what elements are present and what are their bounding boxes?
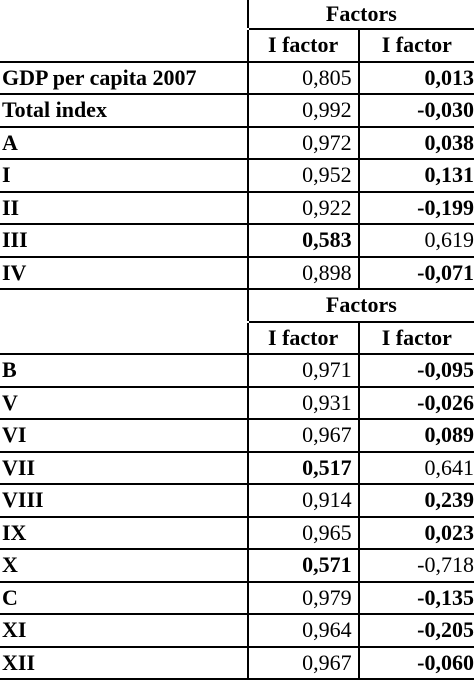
loading-factor-1: 0,931	[246, 386, 359, 420]
row-label: VIII	[0, 484, 248, 518]
table-row: Total index 0,992 -0,030	[0, 94, 474, 128]
table-row: VII 0,517 0,641	[0, 451, 474, 485]
loading-factor-1: 0,992	[246, 94, 359, 128]
loading-factor-2: -0,199	[357, 191, 474, 225]
group-header-row: Factors	[0, 289, 474, 323]
table-row: C 0,979 -0,135	[0, 581, 474, 615]
table-row: I 0,952 0,131	[0, 159, 474, 193]
blank-header-cell	[0, 0, 248, 29]
loading-factor-1: 0,583	[246, 224, 359, 258]
row-label: Total index	[0, 94, 248, 128]
loading-factor-2: 0,641	[357, 451, 474, 485]
column-header-2: I factor	[357, 29, 474, 63]
column-header-row: I factor I factor	[0, 29, 474, 63]
factors-group-header: Factors	[246, 0, 474, 30]
table-row: B 0,971 -0,095	[0, 354, 474, 388]
loading-factor-1: 0,967	[246, 419, 359, 453]
loading-factor-1: 0,898	[246, 256, 359, 290]
table-row: V 0,931 -0,026	[0, 386, 474, 420]
loading-factor-2: 0,131	[357, 159, 474, 193]
row-label: VII	[0, 451, 248, 485]
row-label: A	[0, 126, 248, 160]
table-row: A 0,972 0,038	[0, 126, 474, 160]
loading-factor-2: -0,026	[357, 386, 474, 420]
loading-factor-1: 0,805	[246, 61, 359, 95]
row-label: II	[0, 191, 248, 225]
row-label: VI	[0, 419, 248, 453]
table-row: X 0,571 -0,718	[0, 549, 474, 583]
blank-header-cell	[0, 289, 248, 322]
row-label: XI	[0, 614, 248, 648]
row-label: C	[0, 581, 248, 615]
loading-factor-2: -0,095	[357, 354, 474, 388]
column-header-2: I factor	[357, 321, 474, 355]
loading-factor-1: 0,952	[246, 159, 359, 193]
row-label: I	[0, 159, 248, 193]
loading-factor-2: -0,071	[357, 256, 474, 290]
loading-factor-1: 0,922	[246, 191, 359, 225]
row-label: B	[0, 354, 248, 388]
loading-factor-1: 0,965	[246, 516, 359, 550]
column-header-row: I factor I factor	[0, 321, 474, 355]
loading-factor-1: 0,972	[246, 126, 359, 160]
blank-header-cell	[0, 29, 248, 63]
loading-factor-2: -0,205	[357, 614, 474, 648]
loading-factor-1: 0,571	[246, 549, 359, 583]
row-label: IX	[0, 516, 248, 550]
row-label: III	[0, 224, 248, 258]
loading-factor-1: 0,517	[246, 451, 359, 485]
loading-factor-2: 0,023	[357, 516, 474, 550]
blank-header-cell	[0, 321, 248, 355]
table-row: VI 0,967 0,089	[0, 419, 474, 453]
table-row: III 0,583 0,619	[0, 224, 474, 258]
table-row: II 0,922 -0,199	[0, 191, 474, 225]
loading-factor-2: 0,619	[357, 224, 474, 258]
loading-factor-2: 0,038	[357, 126, 474, 160]
row-label: IV	[0, 256, 248, 290]
loading-factor-2: 0,089	[357, 419, 474, 453]
table-row: IX 0,965 0,023	[0, 516, 474, 550]
loading-factor-2: 0,013	[357, 61, 474, 95]
factors-group-header: Factors	[246, 289, 474, 323]
loading-factor-2: -0,030	[357, 94, 474, 128]
row-label: X	[0, 549, 248, 583]
table-row: GDP per capita 2007 0,805 0,013	[0, 61, 474, 95]
loading-factor-1: 0,979	[246, 581, 359, 615]
loading-factor-2: -0,718	[357, 549, 474, 583]
column-header-1: I factor	[246, 29, 359, 63]
group-header-row: Factors	[0, 0, 474, 30]
loading-factor-1: 0,914	[246, 484, 359, 518]
table-row: XI 0,964 -0,205	[0, 614, 474, 648]
row-label: V	[0, 386, 248, 420]
loading-factor-2: -0,135	[357, 581, 474, 615]
loading-factor-2: 0,239	[357, 484, 474, 518]
loading-factor-1: 0,971	[246, 354, 359, 388]
column-header-1: I factor	[246, 321, 359, 355]
table-row: VIII 0,914 0,239	[0, 484, 474, 518]
loading-factor-1: 0,964	[246, 614, 359, 648]
row-label: GDP per capita 2007	[0, 61, 248, 95]
table-row: IV 0,898 -0,071	[0, 256, 474, 290]
